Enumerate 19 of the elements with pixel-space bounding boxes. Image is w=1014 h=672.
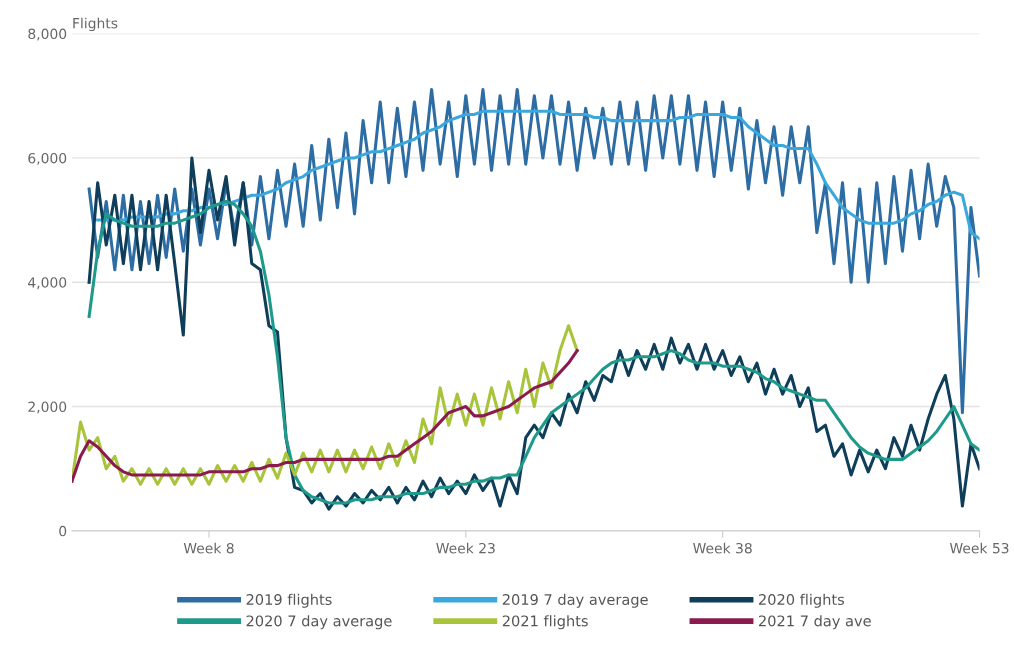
y-tick-label: 4,000 [28,277,67,290]
line-series [87,88,980,415]
legend-label: 2019 7 day average [502,593,648,608]
x-tick-label: Week 23 [436,542,495,554]
x-tick-label: Week 38 [693,542,752,554]
y-tick-label: 2,000 [28,401,67,414]
legend-label: 2020 7 day average [246,615,392,630]
legend-label: 2019 flights [246,593,332,608]
legend-label: 2020 flights [759,593,845,608]
y-tick-label: 8,000 [28,28,67,41]
legend-label: 2021 7 day ave [759,615,871,630]
legend-label: 2021 flights [502,615,588,630]
y-tick-label: 6,000 [28,152,67,165]
x-tick-label: Week 8 [183,542,234,554]
y-axis-title: Flights [73,17,118,32]
y-tick-label: 0 [59,525,67,537]
line-series [71,349,579,483]
x-tick-label: Week 53 [949,542,1009,554]
line-series [96,109,980,241]
